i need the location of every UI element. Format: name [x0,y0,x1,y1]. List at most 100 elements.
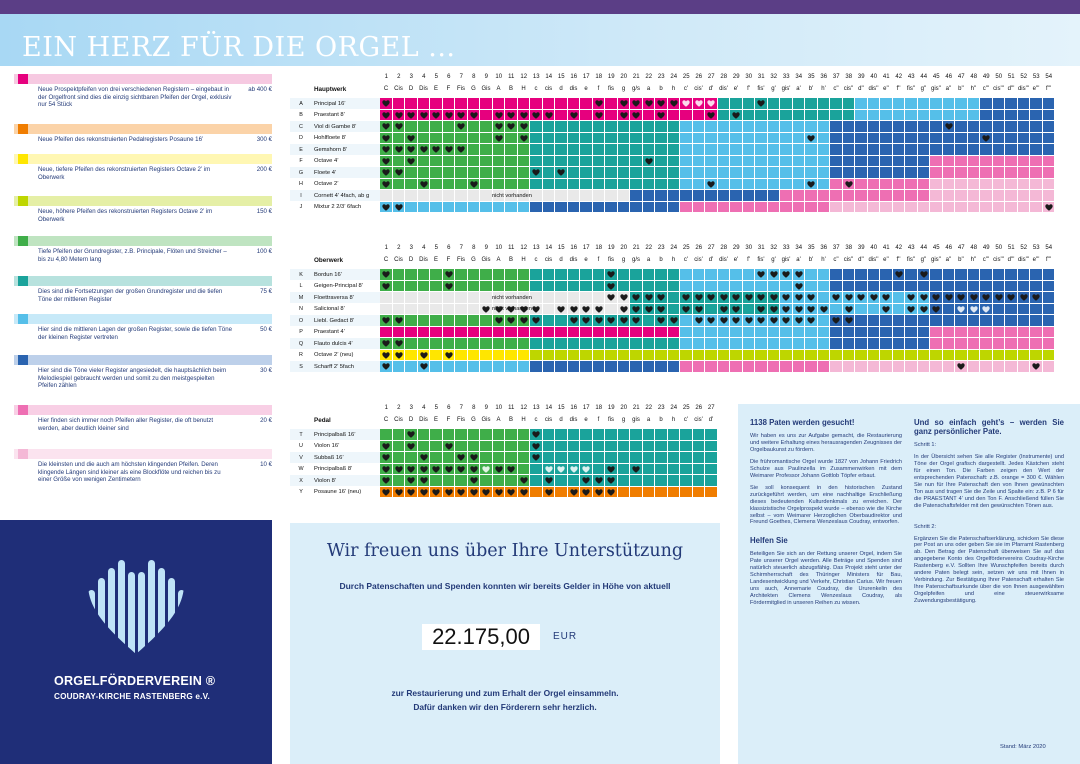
column-number: 41 [882,74,890,80]
pipe-cell [917,326,929,337]
column-number: 47 [957,245,965,251]
pipe-cell [955,280,967,291]
section-title: Hauptwerk [314,86,347,93]
pipe-cell [842,201,854,212]
pipe-cell [542,452,554,463]
column-note: c''' [982,257,990,263]
pipe-cell [730,178,742,189]
row-letter: G [298,169,304,176]
pipe-cell [392,429,404,440]
heart-icon [619,305,628,313]
pipe-cell [605,486,617,497]
column-note: d [559,417,563,423]
column-number: 12 [520,245,528,251]
pipe-cell [780,155,792,166]
row-band [290,326,380,337]
column-number: 34 [795,74,803,80]
pipe-cell [955,349,967,360]
heart-icon [957,305,965,313]
column-note: gis' [781,86,791,92]
pipe-cell [705,315,717,326]
pipe-cell [505,326,517,337]
heart-icon [419,363,428,370]
pipe-cell [942,326,954,337]
pipe-cell [617,452,629,463]
pipe-cell [892,201,904,212]
pipe-cell [892,349,904,360]
heart-icon [532,169,540,176]
column-number: 15 [557,245,565,251]
row-letter: C [299,123,303,130]
pipe-cell [1042,269,1054,280]
pipe-cell [730,201,742,212]
column-number: 18 [595,74,603,80]
column-number: 4 [422,245,426,251]
pipe-cell [880,155,892,166]
pipe-cell [530,167,542,178]
pipe-cell [680,98,692,109]
pipe-cell [1017,190,1029,201]
pipe-cell [1042,144,1054,155]
pipe-cell [667,326,679,337]
heart-icon [719,305,728,313]
pipe-cell [555,452,567,463]
pipe-cell [592,269,604,280]
pipe-cell [580,98,592,109]
heart-icon [482,465,490,473]
column-note: c [534,86,538,92]
pipe-cell [405,292,417,303]
pipe-cell [592,190,604,201]
pipe-cell [492,201,504,212]
column-number: 1 [384,245,388,251]
pipe-cell [967,201,979,212]
row-letter: R [299,352,303,358]
column-note: c'' [833,86,839,92]
column-note: dis' [719,86,728,92]
heart-icon [632,111,640,119]
column-note: cis'' [843,257,854,263]
row-letter: T [299,431,303,438]
heart-icon [744,317,753,324]
heart-icon [857,294,865,301]
heart-icon [557,465,565,473]
pipe-cell [405,440,417,451]
heart-icon [419,477,428,484]
pipe-cell [492,338,504,349]
pipe-cell [755,269,767,280]
pipe-cell [430,429,442,440]
pipe-cell [1017,269,1029,280]
heart-icon [757,317,765,324]
pipe-cell [730,280,742,291]
pipe-cell [530,280,542,291]
heart-icon [1044,203,1053,211]
pipe-cell [1017,167,1029,178]
pipe-cell [555,269,567,280]
heart-icon [794,282,803,290]
heart-icon [457,465,465,473]
pipe-cell [705,486,717,497]
pipe-cell [692,98,704,109]
heart-icon [882,294,890,301]
legend-description: Hier sind die Töne vieler Register anges… [38,367,227,390]
pipe-cell [717,109,729,120]
legend-swatch [18,449,28,459]
column-note: e'' [883,257,889,263]
pipe-cell [830,269,842,280]
column-note: E [433,417,438,423]
column-note: C [383,257,389,263]
pipe-cell [905,326,917,337]
pipe-cell [492,109,504,120]
pipe-cell [405,326,417,337]
pipe-cell [855,201,867,212]
register-name: Floete 4’ [314,169,337,176]
pipe-cell [605,349,617,360]
legend-band [14,276,272,286]
legend-swatch [18,405,28,415]
heart-icon [457,454,465,461]
pipe-cell [867,155,879,166]
pipe-cell [967,338,979,349]
pipe-cell [705,98,717,109]
legend-item: Dies sind die Fortsetzungen der großen G… [14,276,272,314]
pipe-cell [955,201,967,212]
heart-icon [869,294,878,301]
